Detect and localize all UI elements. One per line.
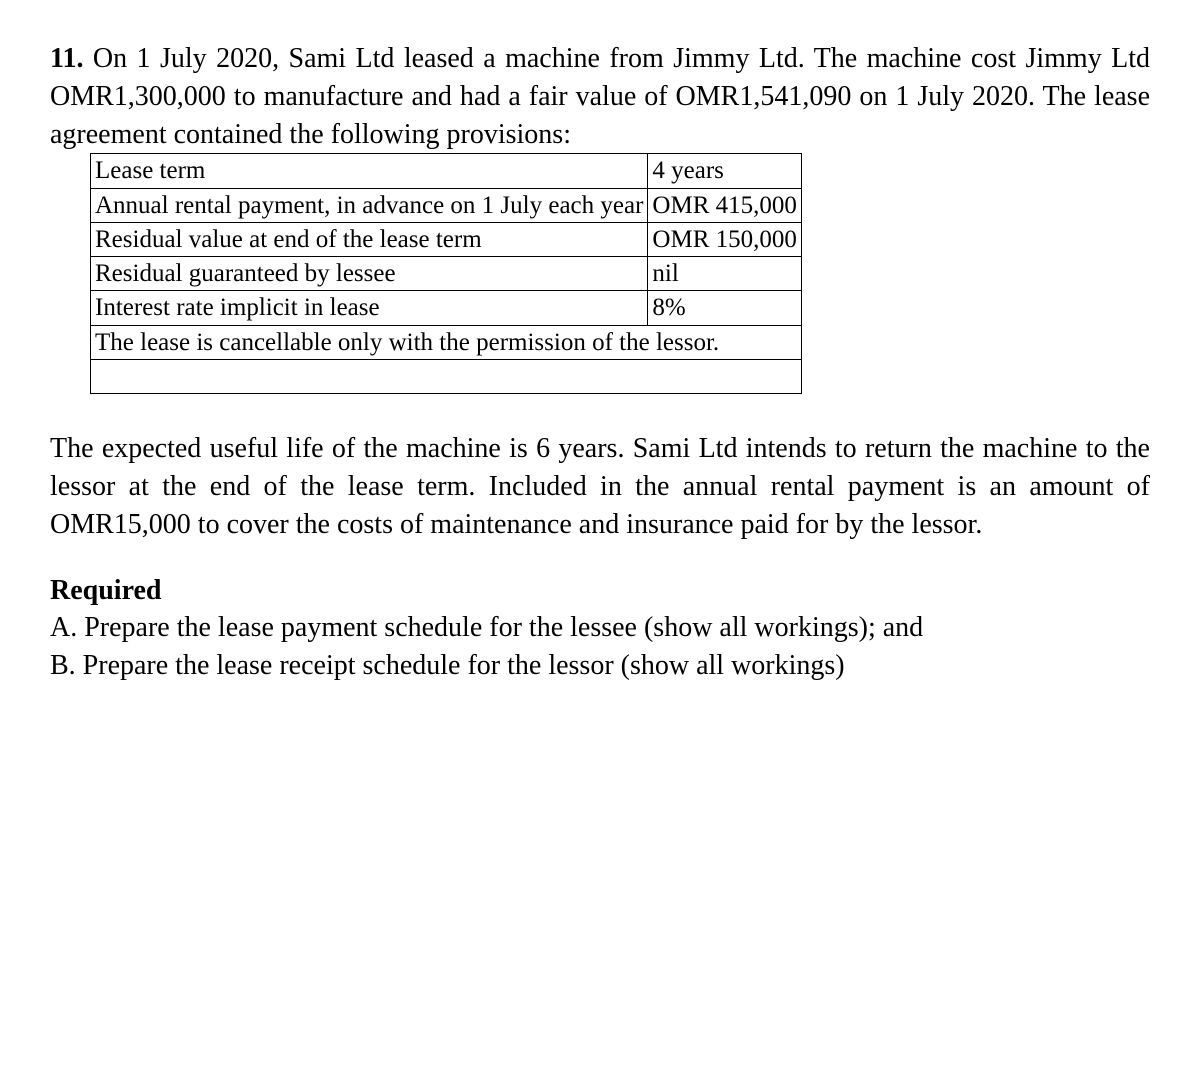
table-row: Annual rental payment, in advance on 1 J… <box>91 188 802 222</box>
required-item-b: B. Prepare the lease receipt schedule fo… <box>50 647 1150 685</box>
table-note-row: The lease is cancellable only with the p… <box>91 325 802 359</box>
cell-value: nil <box>648 257 801 291</box>
table-row: Residual value at end of the lease term … <box>91 222 802 256</box>
cell-label: Interest rate implicit in lease <box>91 291 648 325</box>
question-intro: 11. On 1 July 2020, Sami Ltd leased a ma… <box>50 40 1150 153</box>
required-heading: Required <box>50 572 1150 610</box>
cell-value: 8% <box>648 291 801 325</box>
table-row: Lease term 4 years <box>91 154 802 188</box>
table-row: Interest rate implicit in lease 8% <box>91 291 802 325</box>
table-note: The lease is cancellable only with the p… <box>91 325 802 359</box>
cell-value: OMR 150,000 <box>648 222 801 256</box>
required-item-a: A. Prepare the lease payment schedule fo… <box>50 609 1150 647</box>
table-blank-cell <box>91 359 802 393</box>
question-number: 11. <box>50 43 83 74</box>
cell-label: Annual rental payment, in advance on 1 J… <box>91 188 648 222</box>
cell-value: 4 years <box>648 154 801 188</box>
table-row: Residual guaranteed by lessee nil <box>91 257 802 291</box>
table-blank-row <box>91 359 802 393</box>
cell-label: Residual value at end of the lease term <box>91 222 648 256</box>
cell-label: Lease term <box>91 154 648 188</box>
explanatory-paragraph: The expected useful life of the machine … <box>50 430 1150 543</box>
question-intro-text: On 1 July 2020, Sami Ltd leased a machin… <box>50 43 1150 150</box>
cell-label: Residual guaranteed by lessee <box>91 257 648 291</box>
lease-provisions-table: Lease term 4 years Annual rental payment… <box>90 153 802 394</box>
cell-value: OMR 415,000 <box>648 188 801 222</box>
